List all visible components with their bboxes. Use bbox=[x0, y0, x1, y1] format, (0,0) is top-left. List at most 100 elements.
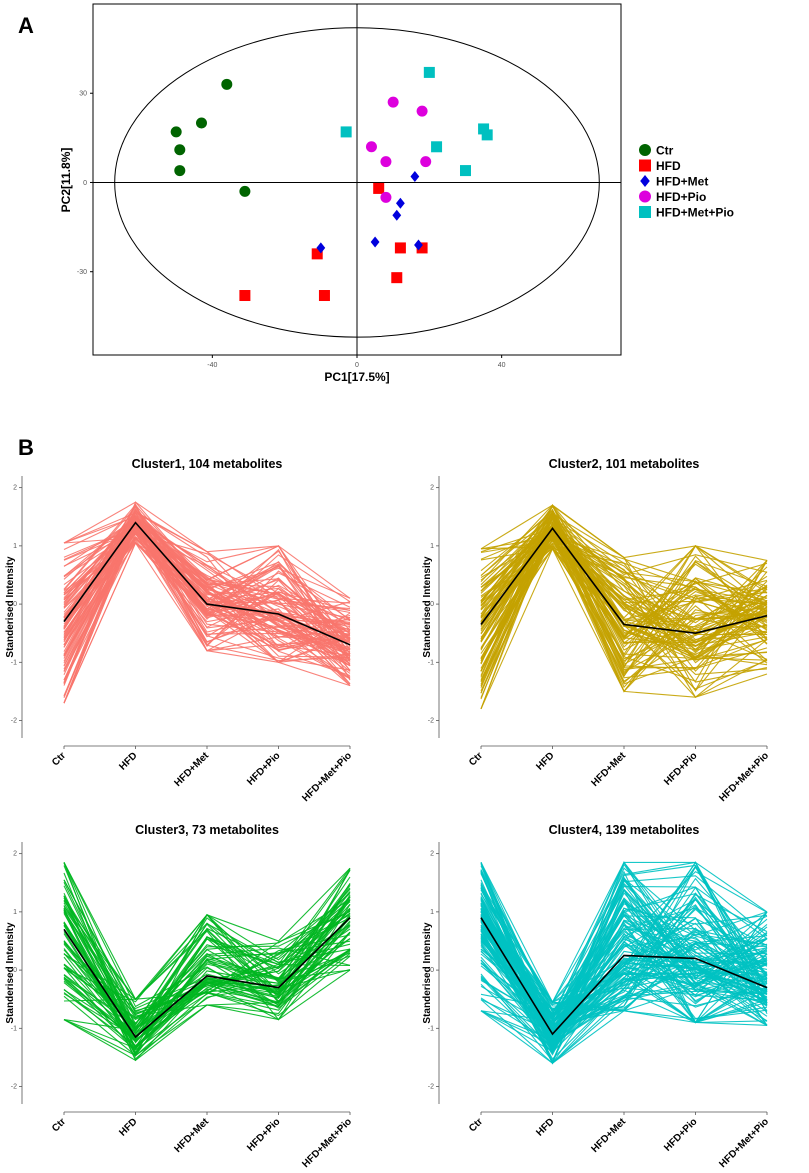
pca-point-hfd bbox=[373, 182, 385, 194]
pca-point-hfd-pio bbox=[380, 191, 392, 203]
pca-point-hfd-met-pio bbox=[459, 165, 471, 177]
metabolite-line bbox=[63, 521, 351, 630]
pca-point-hfd bbox=[416, 242, 428, 254]
cluster-mean-line bbox=[63, 917, 351, 1039]
pca-point-ctr bbox=[170, 126, 182, 138]
pca-point-hfd-pio bbox=[380, 156, 392, 168]
metabolite-line bbox=[480, 536, 768, 644]
cluster-mean-line bbox=[480, 527, 768, 635]
metabolite-line bbox=[480, 514, 768, 660]
pca-x-tick-label: -40 bbox=[207, 362, 217, 369]
pca-point-ctr bbox=[221, 78, 233, 90]
metabolite-line bbox=[480, 546, 768, 662]
metabolite-line bbox=[63, 862, 351, 1028]
metabolite-line bbox=[480, 919, 768, 1055]
metabolite-line bbox=[480, 517, 768, 664]
pca-point-hfd-met bbox=[370, 236, 380, 248]
metabolite-line bbox=[480, 517, 768, 684]
metabolite-line bbox=[63, 542, 351, 641]
metabolite-line bbox=[63, 947, 351, 1034]
pca-point-hfd bbox=[318, 290, 330, 302]
metabolite-line bbox=[63, 910, 351, 1019]
metabolite-line bbox=[63, 968, 351, 1038]
pca-x-tick-label: 40 bbox=[498, 362, 506, 369]
metabolite-line bbox=[480, 930, 768, 1015]
pca-point-hfd-met-pio bbox=[481, 129, 493, 141]
pca-point-hfd-met bbox=[414, 239, 423, 251]
pca-point-hfd bbox=[311, 248, 323, 260]
cluster-y-tick-label: 0 bbox=[13, 601, 17, 608]
legend-marker-hfd bbox=[639, 159, 651, 172]
metabolite-line bbox=[63, 521, 351, 637]
metabolite-line bbox=[480, 897, 768, 1027]
pca-x-tick-label: 0 bbox=[355, 362, 359, 369]
cluster-title: Cluster2, 101 metabolites bbox=[549, 457, 700, 471]
metabolite-line bbox=[63, 515, 351, 653]
legend-label-hfd-met-pio: HFD+Met+Pio bbox=[656, 206, 734, 220]
pca-y-tick-label: -30 bbox=[77, 269, 87, 276]
pca-point-hfd-pio bbox=[420, 156, 432, 168]
metabolite-line bbox=[63, 512, 351, 685]
metabolite-line bbox=[63, 526, 351, 648]
metabolite-line bbox=[63, 913, 351, 1004]
pca-point-hfd-pio bbox=[365, 141, 377, 153]
metabolite-line bbox=[63, 914, 351, 1031]
cluster-title: Cluster1, 104 metabolites bbox=[132, 457, 283, 471]
legend-marker-hfd-met bbox=[640, 175, 650, 187]
cluster-mean-line bbox=[63, 521, 351, 646]
metabolite-line bbox=[63, 948, 351, 1043]
cluster-member-lines bbox=[480, 504, 768, 710]
metabolite-line bbox=[63, 907, 351, 1016]
pca-point-hfd-met-pio bbox=[340, 126, 352, 138]
pca-point-hfd-met bbox=[410, 171, 420, 183]
pca-point-hfd-pio bbox=[387, 96, 399, 108]
metabolite-line bbox=[480, 514, 768, 648]
cluster-mean-line bbox=[480, 917, 768, 1036]
cluster-y-tick-label: 0 bbox=[13, 967, 17, 974]
legend-label-hfd-pio: HFD+Pio bbox=[656, 190, 706, 204]
metabolite-line bbox=[480, 517, 768, 641]
cluster-y-tick-label: 0 bbox=[430, 601, 434, 608]
metabolite-line bbox=[63, 524, 351, 632]
metabolite-line bbox=[480, 523, 768, 660]
cluster-y-tick-label: -2 bbox=[428, 718, 434, 725]
cluster-y-axis-title: Standerised Intensity bbox=[422, 922, 433, 1024]
legend-marker-ctr bbox=[639, 144, 651, 156]
cluster-member-lines bbox=[480, 861, 768, 1065]
cluster-y-tick-label: 2 bbox=[13, 485, 17, 492]
metabolite-line bbox=[480, 892, 768, 1039]
metabolite-line bbox=[480, 904, 768, 1041]
legend-marker-hfd-met-pio bbox=[639, 206, 651, 218]
cluster-y-tick-label: -2 bbox=[11, 718, 17, 725]
pca-y-tick-label: 30 bbox=[79, 91, 87, 98]
pca-point-hfd-met bbox=[316, 242, 326, 254]
cluster-y-tick-label: -1 bbox=[428, 659, 434, 666]
pca-point-hfd-met-pio bbox=[478, 123, 490, 135]
cluster-title: Cluster3, 73 metabolites bbox=[135, 823, 279, 837]
pca-point-hfd-met-pio bbox=[431, 141, 443, 153]
legend-label-ctr: Ctr bbox=[656, 144, 674, 158]
pca-point-hfd bbox=[239, 290, 251, 302]
cluster-y-axis-title: Standerised Intensity bbox=[422, 556, 433, 658]
legend-label-hfd-met: HFD+Met bbox=[656, 175, 708, 189]
cluster-y-tick-label: -1 bbox=[11, 659, 17, 666]
metabolite-line bbox=[63, 516, 351, 679]
cluster-y-tick-label: 1 bbox=[430, 909, 434, 916]
cluster-y-tick-label: 1 bbox=[13, 543, 17, 550]
metabolite-line bbox=[63, 517, 351, 680]
metabolite-line bbox=[63, 893, 351, 1042]
metabolite-line bbox=[480, 899, 768, 1026]
metabolite-line bbox=[480, 543, 768, 624]
cluster-y-tick-label: -2 bbox=[11, 1084, 17, 1091]
panel-b-label: B bbox=[18, 435, 34, 460]
pca-point-ctr bbox=[174, 144, 186, 156]
cluster-y-tick-label: -1 bbox=[428, 1025, 434, 1032]
cluster-y-axis-title: Standerised Intensity bbox=[5, 922, 16, 1024]
metabolite-line bbox=[480, 878, 768, 1046]
cluster-y-tick-label: 1 bbox=[430, 543, 434, 550]
pca-point-hfd bbox=[394, 242, 406, 254]
metabolite-line bbox=[480, 534, 768, 648]
metabolite-line bbox=[63, 542, 351, 654]
pca-x-axis-title: PC1[17.5%] bbox=[324, 370, 389, 384]
